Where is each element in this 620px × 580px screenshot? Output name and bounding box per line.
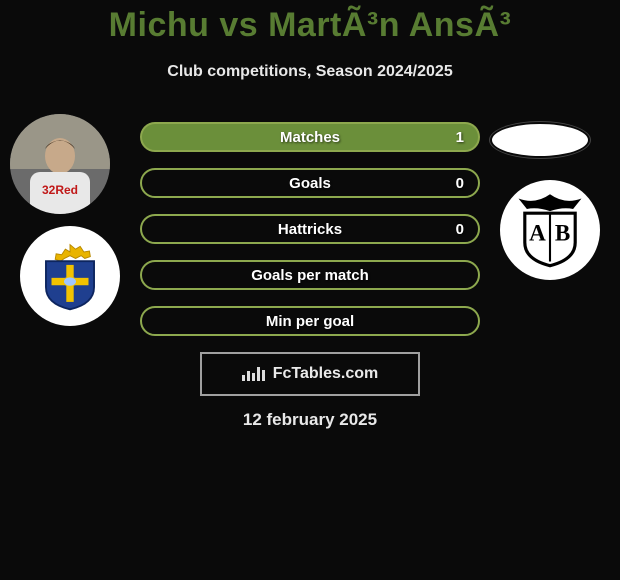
stats-panel: Matches 1 Goals 0 Hattricks 0 Goals per …: [140, 122, 480, 352]
stat-value: 0: [456, 221, 464, 238]
shirt-sponsor-text: 32Red: [42, 183, 78, 197]
stat-row-goals: Goals 0: [140, 168, 480, 198]
footer-attribution: FcTables.com: [200, 352, 420, 396]
date-text: 12 february 2025: [0, 410, 620, 430]
svg-text:B: B: [555, 220, 570, 246]
stat-row-goals-per-match: Goals per match: [140, 260, 480, 290]
albacete-crest-icon: A B: [508, 188, 592, 272]
stat-row-matches: Matches 1: [140, 122, 480, 152]
stat-row-hattricks: Hattricks 0: [140, 214, 480, 244]
player1-photo: 32Red: [10, 114, 110, 214]
player1-photo-graphic: 32Red: [10, 114, 110, 214]
stat-label: Hattricks: [278, 221, 342, 238]
oviedo-crest-icon: [33, 239, 107, 313]
stat-label: Matches: [280, 129, 340, 146]
footer-text: FcTables.com: [273, 365, 379, 383]
stat-row-min-per-goal: Min per goal: [140, 306, 480, 336]
player2-photo-placeholder: [490, 122, 590, 158]
stat-value: 0: [456, 175, 464, 192]
stat-label: Goals: [289, 175, 331, 192]
subtitle: Club competitions, Season 2024/2025: [0, 63, 620, 81]
club2-badge: A B: [500, 180, 600, 280]
stat-label: Goals per match: [251, 267, 369, 284]
bars-icon: [242, 367, 265, 381]
club1-badge: [20, 226, 120, 326]
svg-text:A: A: [529, 220, 546, 246]
stat-value: 1: [456, 129, 464, 146]
page-title: Michu vs MartÃ³n AnsÃ³: [0, 0, 620, 45]
stat-label: Min per goal: [266, 313, 354, 330]
footer-logo: FcTables.com: [242, 365, 379, 383]
